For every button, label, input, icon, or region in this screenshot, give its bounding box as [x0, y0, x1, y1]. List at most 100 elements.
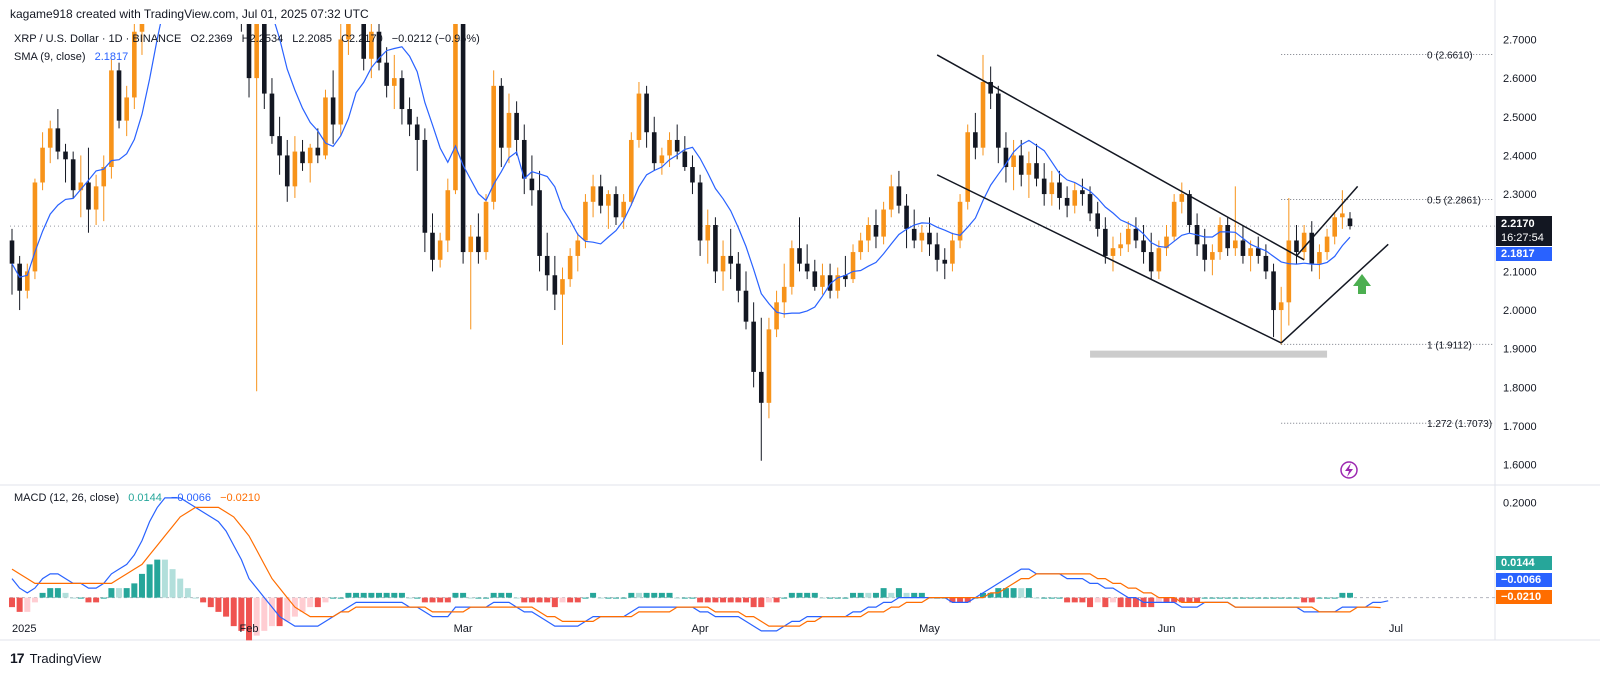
- candle-body: [453, 24, 458, 191]
- candle-body: [338, 39, 344, 125]
- candle-body: [1347, 218, 1353, 227]
- macd-histogram-bar: [444, 597, 451, 603]
- candle-body: [307, 147, 313, 164]
- candle-body: [1171, 201, 1177, 237]
- candle-body: [598, 186, 604, 206]
- macd-histogram-bar: [720, 597, 727, 603]
- candle-body: [651, 132, 657, 164]
- macd-histogram-bar: [865, 592, 872, 598]
- candle-body: [636, 93, 642, 140]
- candle-body: [468, 236, 474, 253]
- macd-histogram-bar: [421, 597, 428, 603]
- time-tick-label: Jun: [1158, 623, 1176, 635]
- macd-histogram-bar: [1201, 597, 1208, 599]
- time-tick-label: Apr: [692, 623, 709, 635]
- macd-histogram-bar: [1224, 597, 1231, 599]
- candle-body: [850, 252, 856, 280]
- candle-body: [231, 0, 236, 1]
- macd-histogram-bar: [322, 597, 329, 603]
- macd-histogram-bar: [1125, 597, 1132, 608]
- candle-body: [1133, 228, 1139, 241]
- created-caption: kagame918 created with TradingView.com, …: [10, 7, 369, 21]
- candle-body: [86, 182, 91, 210]
- candle-body: [1148, 252, 1154, 272]
- candle-body: [552, 275, 558, 295]
- macd-histogram-bar: [819, 597, 826, 599]
- macd-histogram-bar: [169, 569, 176, 598]
- macd-histogram-bar: [261, 597, 268, 631]
- macd-histogram-bar: [406, 597, 413, 599]
- replay-icon: [1340, 461, 1358, 479]
- replay-bolt-icon: [1345, 463, 1353, 477]
- price-tick-label: 2.7000: [1503, 34, 1537, 46]
- macd-histogram-bar: [796, 592, 803, 598]
- last-price-tag: 2.2170 16:27:54: [1496, 216, 1552, 246]
- macd-histogram-bar: [1308, 597, 1315, 603]
- macd-histogram-bar: [1171, 597, 1178, 603]
- brand-name: TradingView: [29, 650, 102, 666]
- candle-body: [246, 24, 252, 79]
- macd-histogram-bar: [1117, 597, 1124, 608]
- candle-body: [499, 85, 504, 148]
- price-tick-label: 1.9000: [1503, 344, 1537, 356]
- macd-histogram-bar: [368, 592, 375, 598]
- candles: [9, 0, 1353, 461]
- candle-body: [47, 128, 53, 148]
- macd-histogram-bar: [246, 597, 253, 641]
- macd-histogram-bar: [827, 597, 834, 599]
- macd-histogram-bar: [643, 592, 650, 598]
- fib-level-label: 0.5 (2.2861): [1427, 195, 1481, 206]
- candle-body: [843, 275, 848, 280]
- candle-body: [361, 24, 367, 59]
- macd-histogram-bar: [70, 597, 77, 599]
- candle-body: [896, 186, 902, 206]
- ohlc-open: O2.2369: [190, 33, 233, 45]
- macd-signal-value: −0.0210: [220, 492, 261, 504]
- macd-line-value: −0.0066: [170, 492, 212, 504]
- candle-body: [567, 255, 573, 280]
- candle-body: [460, 24, 466, 253]
- macd-histogram-bar: [895, 588, 902, 598]
- candle-body: [330, 97, 336, 125]
- macd-histogram-bar: [582, 597, 589, 599]
- candle-body: [973, 132, 978, 148]
- macd-histogram-bar: [16, 597, 23, 612]
- macd-histogram-bar: [727, 597, 734, 603]
- candle-body: [1080, 190, 1085, 195]
- fib-level-label: 0 (2.6610): [1427, 51, 1473, 62]
- candle-body: [1340, 213, 1345, 218]
- candle-body: [315, 147, 321, 156]
- candle-body: [1240, 240, 1246, 256]
- candle-body: [399, 78, 405, 110]
- candle-body: [1309, 232, 1315, 264]
- macd-histogram-bar: [467, 597, 474, 599]
- candle-body: [911, 228, 917, 241]
- sma-legend[interactable]: SMA (9, close) 2.1817: [14, 51, 128, 63]
- macd-histogram-bar: [1331, 597, 1338, 599]
- candle-body: [63, 151, 68, 160]
- macd-legend[interactable]: MACD (12, 26, close) 0.0144 −0.0066 −0.0…: [14, 492, 260, 504]
- sma-line: [11, 24, 1351, 315]
- candle-body: [1332, 217, 1338, 237]
- macd-histogram-bar: [1209, 597, 1216, 599]
- macd-histogram-bar: [1094, 597, 1101, 603]
- macd-histogram-bar: [131, 583, 138, 598]
- candle-body: [1317, 252, 1322, 264]
- tradingview-brand[interactable]: 17 TradingView: [10, 650, 101, 666]
- candle-body: [391, 78, 397, 86]
- support-zone: [1090, 350, 1328, 358]
- macd-histogram-bar: [536, 597, 543, 603]
- candle-body: [758, 371, 764, 403]
- macd-histogram-bar: [360, 592, 367, 598]
- candle-body: [1324, 236, 1330, 253]
- macd-signal-tag: −0.0210: [1496, 590, 1552, 604]
- macd-histogram-bar: [704, 597, 711, 603]
- ohlc-close: C2.2170: [341, 33, 383, 45]
- macd-histogram-bar: [498, 592, 505, 598]
- candle-body: [323, 97, 328, 156]
- macd-histogram-bar: [880, 588, 887, 598]
- candle-body: [835, 275, 841, 291]
- channel-lower-line: [936, 174, 1282, 344]
- symbol-legend[interactable]: XRP / U.S. Dollar · 1D · BINANCE O2.2369…: [14, 33, 480, 45]
